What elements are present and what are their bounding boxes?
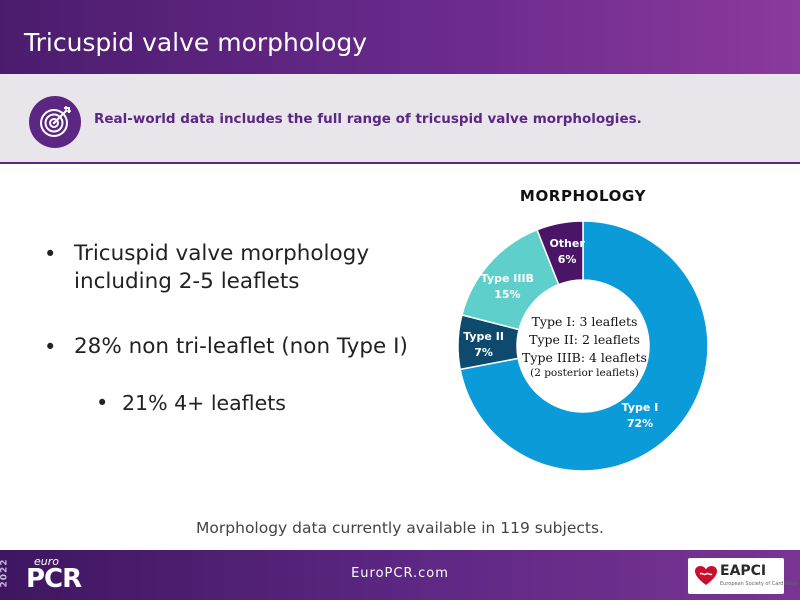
eapci-logo-subtext: European Society of Cardiology <box>720 581 799 587</box>
sub-bullet-item: 21% 4+ leaflets <box>96 389 396 417</box>
center-line: (2 posterior leaflets) <box>530 367 639 379</box>
morphology-donut-chart: Type I 72% Type II 7% Type IIIB 15% Other 6% <box>450 212 720 482</box>
page-title: Tricuspid valve morphology <box>24 28 368 57</box>
center-line: Type I: 3 leaflets <box>531 314 638 329</box>
donut-slice-other <box>536 220 584 286</box>
center-line: Type II: 2 leaflets <box>529 332 640 347</box>
key-message-text: Real-world data includes the full range … <box>94 111 642 127</box>
footnote: Morphology data currently available in 1… <box>196 519 604 537</box>
chart-title: MORPHOLOGY <box>519 187 647 205</box>
eapci-logo-text: EAPCI <box>720 563 767 579</box>
europcr-logo-euro: euro <box>34 555 59 568</box>
key-message-banner: Real-world data includes the full range … <box>0 74 800 164</box>
target-icon <box>29 96 81 148</box>
donut-center-legend: Type I: 3 leaflets Type II: 2 leaflets T… <box>517 313 652 379</box>
heart-icon <box>695 566 717 585</box>
bullet-item: 28% non tri-leaflet (non Type I) <box>44 333 444 361</box>
bullet-item: Tricuspid valve morphology including 2-5… <box>44 240 444 296</box>
slice-value-label: 72% <box>627 417 653 430</box>
slice-value-label: 6% <box>558 253 577 266</box>
donut-slice-type-i <box>459 220 709 472</box>
slice-value-label: 15% <box>494 288 520 301</box>
slice-category-label: Type II <box>463 330 504 343</box>
header-bar: Tricuspid valve morphology <box>0 0 800 74</box>
europcr-logo: PCR <box>26 564 82 594</box>
center-line: Type IIIB: 4 leaflets <box>522 350 647 365</box>
slice-value-label: 7% <box>474 346 493 359</box>
slice-category-label: Type I <box>622 401 659 414</box>
footer-url: EuroPCR.com <box>351 566 449 581</box>
slice-category-label: Other <box>549 237 585 250</box>
slice-category-label: Type IIIB <box>481 272 534 285</box>
footer-bar: 2022 euro PCR EuroPCR.com EAPCI European… <box>0 550 800 600</box>
eapci-logo: EAPCI European Society of Cardiology <box>688 558 799 594</box>
